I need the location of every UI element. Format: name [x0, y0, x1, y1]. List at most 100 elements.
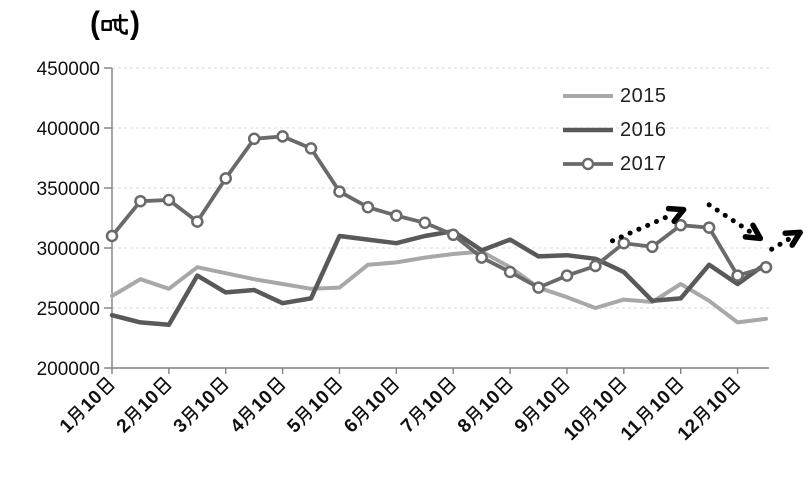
legend-label-2016: 2016	[620, 118, 667, 141]
series-2017-marker	[105, 229, 119, 243]
cjk-char-glyph	[210, 376, 229, 396]
series-2017-marker	[333, 185, 346, 198]
series-2017-marker	[276, 130, 289, 143]
legend-line-2017-marker-icon	[563, 157, 613, 171]
series-2017-marker	[418, 216, 432, 230]
cjk-char-glyph	[181, 405, 199, 426]
cjk-char-glyph	[96, 376, 115, 396]
cjk-char-glyph	[323, 376, 343, 396]
cjk-char-glyph	[551, 376, 570, 396]
y-axis-labels: 200000 250000 300000 350000 400000 450000	[37, 59, 100, 380]
x-tick-label: 610	[340, 376, 399, 437]
y-tick-label: 250000	[37, 299, 100, 320]
svg-text:10: 10	[475, 386, 505, 416]
svg-text:10: 10	[134, 386, 164, 416]
series-2017-marker	[617, 236, 631, 250]
cjk-char-glyph	[693, 405, 711, 426]
series-2017-marker	[475, 251, 488, 264]
series-2017-marker	[589, 259, 602, 273]
legend-label-2015: 2015	[620, 84, 667, 107]
title-paren: (	[90, 6, 100, 41]
y-tick-label: 300000	[37, 239, 100, 260]
svg-text:10: 10	[361, 386, 391, 416]
cjk-char-glyph	[67, 405, 85, 426]
cjk-char-glyph	[153, 376, 172, 396]
svg-text:10: 10	[646, 386, 676, 416]
cjk-char-glyph	[295, 405, 312, 426]
svg-text:11: 11	[617, 416, 646, 445]
svg-text:10: 10	[304, 386, 334, 416]
cjk-char-glyph	[608, 376, 627, 396]
svg-text:10: 10	[248, 386, 278, 416]
x-tick-label: 310	[170, 376, 229, 437]
x-tick-label: 410	[227, 376, 286, 437]
cjk-char-glyph	[579, 405, 597, 426]
x-tick-label: 110	[56, 376, 115, 437]
series-2017-marker	[759, 260, 773, 274]
svg-text:12: 12	[674, 415, 704, 445]
legend: 2015 2016 2017	[562, 84, 667, 176]
x-tick-label: 510	[283, 376, 343, 437]
series-2017-marker	[191, 215, 204, 228]
series-2015-line	[110, 249, 768, 325]
x-tick-label: 810	[454, 376, 513, 437]
ton-unit-glyph	[101, 14, 129, 35]
legend-item-2016: 2016	[562, 118, 667, 142]
series-2017-marker	[134, 194, 147, 208]
series-2017-marker	[390, 209, 403, 222]
cjk-char-glyph	[465, 405, 483, 426]
y-tick-label: 450000	[37, 59, 100, 80]
svg-text:10: 10	[589, 386, 619, 416]
series-2017-marker	[646, 240, 659, 254]
series-2017-marker	[702, 221, 716, 234]
x-tick-label: 210	[113, 376, 172, 437]
axes	[104, 67, 769, 374]
svg-text:10: 10	[418, 386, 448, 416]
series-2017-line	[110, 134, 768, 290]
chart-title: ()	[90, 4, 140, 44]
cjk-char-glyph	[266, 376, 286, 396]
cjk-char-glyph	[351, 405, 369, 426]
series-2017-marker	[219, 172, 232, 185]
trend-arrow-up-right	[769, 229, 803, 252]
y-tick-label: 350000	[37, 179, 100, 200]
svg-text:10: 10	[703, 386, 733, 416]
series-2017-marker	[304, 142, 318, 155]
series-2017-marker	[247, 132, 261, 146]
cjk-char-glyph	[437, 376, 456, 396]
cjk-char-glyph	[721, 376, 741, 396]
series-2017-marker	[674, 218, 687, 232]
svg-text:10: 10	[77, 386, 107, 416]
trend-arrow-down-right	[706, 202, 764, 242]
legend-item-2017: 2017	[562, 152, 667, 176]
series-2017-marker	[446, 228, 460, 242]
legend-label-2017: 2017	[620, 152, 667, 175]
svg-text:10: 10	[560, 415, 590, 445]
series-2015	[110, 249, 768, 325]
trend-arrow-up-right	[609, 205, 687, 244]
cjk-char-glyph	[408, 405, 426, 426]
x-tick-label: 710	[397, 376, 456, 437]
series-2017-marker	[731, 269, 744, 282]
series-2017-marker	[532, 281, 545, 294]
series-2017	[105, 130, 773, 294]
cjk-char-glyph	[522, 405, 540, 426]
legend-item-2015: 2015	[562, 84, 667, 108]
legend-line-2015-icon	[563, 94, 613, 98]
cjk-char-glyph	[124, 405, 142, 426]
series-2017-marker	[560, 269, 574, 282]
legend-line-2016-icon	[563, 127, 613, 133]
series-2017-marker	[503, 265, 517, 279]
svg-text:10: 10	[191, 386, 221, 416]
series-2016	[109, 228, 769, 328]
cjk-char-glyph	[665, 376, 684, 396]
cjk-char-glyph	[380, 376, 399, 396]
cjk-char-glyph	[636, 405, 654, 426]
y-tick-label: 200000	[37, 359, 100, 380]
cjk-char-glyph	[494, 376, 513, 396]
